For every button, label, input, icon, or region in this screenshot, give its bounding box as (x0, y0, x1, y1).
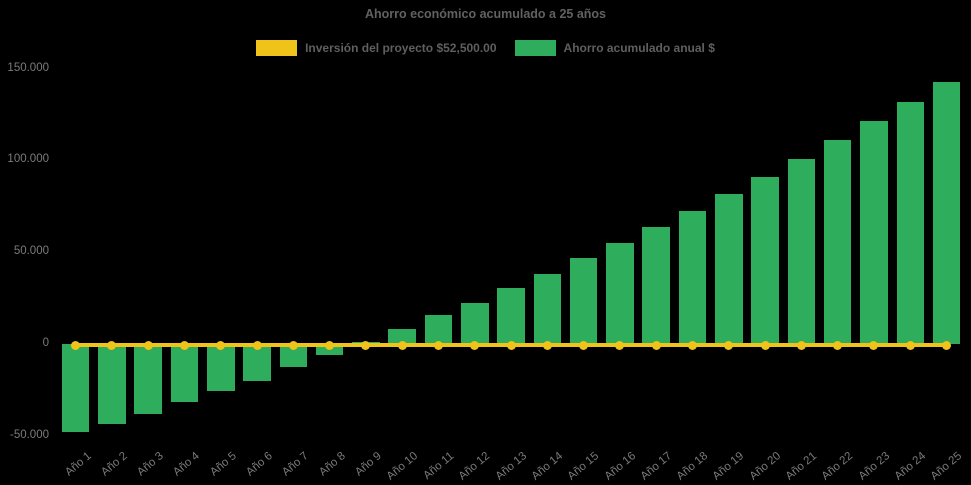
y-axis-tick-label: 50.000 (13, 245, 49, 258)
investment-line-marker (252, 340, 262, 350)
legend-label-inversion: Inversión del proyecto $52,500.00 (305, 41, 497, 55)
x-axis-tick-label: Año 3 (135, 450, 166, 479)
investment-line-marker (760, 340, 770, 350)
bar-año-15 (569, 258, 598, 344)
bar-año-25 (932, 82, 961, 344)
investment-line-marker (216, 340, 226, 350)
investment-line-marker (434, 340, 443, 350)
bar-año-14 (533, 273, 562, 344)
investment-line-marker (833, 340, 843, 350)
bar-año-2 (98, 344, 126, 425)
investment-line-marker (724, 340, 734, 350)
y-axis-tick-label: 0 (42, 337, 49, 349)
bar-año-17 (642, 227, 670, 344)
x-axis-tick-label: Año 25 (928, 450, 965, 483)
x-axis-tick-label: Año 2 (98, 450, 130, 479)
bar-año-19 (715, 193, 743, 344)
investment-line-marker (942, 340, 952, 350)
investment-line-marker (615, 340, 625, 350)
bar-año-1 (61, 344, 90, 433)
green-rect-swatch (514, 40, 556, 56)
investment-line-marker (542, 340, 552, 350)
x-axis-tick-label: Año 10 (384, 450, 420, 483)
x-axis-tick-label: Año 24 (892, 450, 928, 483)
bar-año-20 (751, 177, 779, 344)
x-axis-tick-label: Año 8 (316, 450, 348, 479)
investment-line-marker (143, 340, 153, 350)
investment-line-marker (796, 340, 806, 350)
x-axis-tick-label: Año 11 (421, 450, 457, 483)
investment-line-marker (397, 340, 407, 350)
bar-año-23 (860, 121, 888, 344)
x-axis-tick-label: Año 19 (710, 450, 747, 483)
bar-año-3 (134, 344, 162, 415)
investment-line-marker (869, 340, 879, 350)
x-axis-tick-label: Año 1 (62, 450, 94, 479)
investment-line-marker (905, 340, 915, 350)
investment-line-marker (506, 340, 516, 350)
investment-line-marker (651, 340, 661, 350)
y-axis-tick-label: -50.000 (9, 428, 49, 441)
bar-año-5 (207, 344, 235, 391)
investment-line-marker (470, 340, 480, 350)
x-axis-tick-label: Año 13 (493, 450, 529, 483)
investment-line-marker (71, 340, 81, 350)
x-axis-tick-label: Año 21 (783, 450, 820, 483)
x-axis-tick-label: Año 23 (856, 450, 892, 483)
x-axis-tick-label: Año 9 (352, 450, 384, 479)
investment-line-marker (288, 340, 298, 350)
bar-año-11 (424, 314, 453, 344)
x-axis-tick-label: Año 4 (171, 450, 203, 479)
x-axis-tick-label: Año 18 (674, 450, 711, 483)
bar-año-18 (678, 211, 707, 344)
investment-line-marker (361, 340, 371, 350)
legend-item-inversion: Inversión del proyecto $52,500.00 (256, 40, 497, 56)
bar-año-10 (388, 329, 416, 344)
legend-label-ahorro: Ahorro acumulado anual $ (563, 41, 715, 55)
bar-año-4 (170, 344, 199, 403)
chart-legend: Inversión del proyecto $52,500.00 Ahorro… (0, 40, 971, 56)
investment-line-marker (107, 340, 117, 350)
x-axis-tick-label: Año 15 (565, 450, 602, 483)
x-axis-tick-label: Año 6 (244, 450, 275, 479)
investment-line-marker (688, 340, 698, 350)
x-axis-tick-label: Año 12 (456, 450, 493, 483)
bar-año-6 (243, 344, 271, 381)
bar-año-24 (896, 102, 925, 344)
bar-año-13 (497, 287, 525, 344)
bar-año-12 (461, 302, 489, 344)
bar-año-16 (606, 242, 634, 344)
x-axis-tick-label: Año 17 (638, 450, 674, 483)
investment-line-marker (579, 340, 589, 350)
bar-año-22 (823, 140, 852, 344)
x-axis-tick-label: Año 7 (280, 450, 312, 479)
yellow-rect-swatch (256, 40, 298, 56)
y-axis-tick-label: 100.000 (7, 153, 49, 166)
investment-line-marker (325, 340, 335, 350)
legend-item-ahorro: Ahorro acumulado anual $ (514, 40, 715, 56)
x-axis-tick-label: Año 14 (529, 450, 566, 483)
investment-line-marker (179, 340, 189, 350)
x-axis-tick-label: Año 5 (207, 450, 239, 479)
bar-año-7 (279, 344, 308, 368)
bar-año-21 (787, 158, 816, 344)
chart-title: Ahorro económico acumulado a 25 años (364, 7, 607, 21)
x-axis-tick-label: Año 22 (819, 450, 856, 483)
x-axis-tick-label: Año 16 (602, 450, 638, 483)
x-axis-tick-label: Año 20 (747, 450, 783, 483)
y-axis-tick-label: 150.000 (7, 61, 49, 74)
